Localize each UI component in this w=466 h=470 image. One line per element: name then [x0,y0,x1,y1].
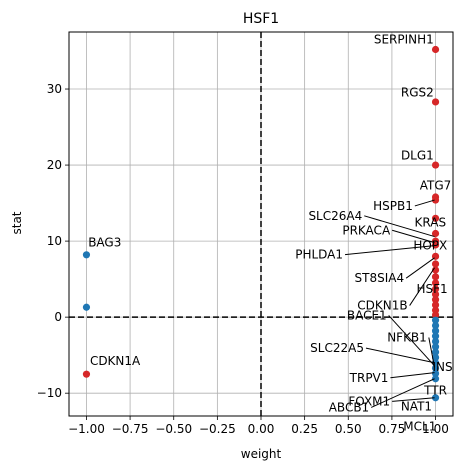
x-tick-label: 0.00 [248,422,275,436]
data-point [431,161,440,169]
annotation-arrow [390,372,435,379]
data-point [431,348,440,356]
data-point [431,321,440,330]
y-tick-label: 20 [47,158,62,172]
annotation-label: KRAS [415,216,447,230]
x-tick-label: 0.25 [291,422,318,436]
x-tick-label: 0.75 [379,422,406,436]
annotation-arrow [344,245,435,256]
annotation-arrow [405,257,435,279]
data-point [431,296,440,304]
annotation-labels: SERPINH1 RGS2 DLG1 ATG7 HSPB1 SLC26A4 KRAS PRKA… [88,32,452,433]
annotation-arrow [392,397,435,402]
data-point [431,241,440,249]
annotation-label: FOXM1 [348,394,390,408]
data-point [431,343,440,351]
x-tick-label: −0.25 [199,422,236,436]
data-point [431,290,440,298]
y-axis-ticks: −10 0 10 20 30 [37,82,69,400]
annotation-label: PHLDA1 [295,248,343,262]
annotation-label: ATG7 [420,178,452,192]
annotation-label: SERPINH1 [374,32,434,46]
annotation-label: TTR [423,384,447,398]
data-point [431,229,440,238]
data-point [431,337,440,346]
data-point [431,214,440,222]
data-point [431,279,440,287]
data-point [431,273,440,281]
data-point [431,332,440,340]
data-point [431,196,440,204]
y-tick-label: −10 [37,386,62,400]
x-axis-label: weight [241,447,282,461]
y-axis-label: stat [10,211,24,234]
annotation-label: NAT1 [401,400,432,414]
annotation-label: TRPV1 [349,371,389,385]
annotation-label: CDKN1A [90,354,141,368]
annotation-label: HSF1 [416,282,447,296]
y-tick-label: 30 [47,82,62,96]
annotation-arrow [409,267,435,306]
data-point [431,369,440,378]
annotation-arrow [371,378,435,408]
y-tick-label: 0 [54,310,62,324]
annotation-label: DLG1 [401,149,434,163]
data-points [82,45,440,402]
annotation-label: ABCB1 [329,400,369,414]
x-tick-label: 1.00 [422,422,449,436]
data-point [82,251,91,259]
annotation-label: SLC26A4 [308,209,362,223]
annotation-label: MCL1 [403,419,436,433]
reference-lines [69,32,453,416]
data-point [431,260,440,268]
data-point [82,303,91,311]
data-point [431,45,440,54]
data-point [431,316,440,324]
data-point [431,285,440,293]
x-tick-label: −0.75 [112,422,149,436]
data-point [431,353,440,362]
annotation-label: ST8SIA4 [355,271,405,285]
annotation-label: PRKACA [342,223,391,237]
data-point [431,301,440,309]
annotation-label: RGS2 [401,86,434,100]
annotation-label: HSPB1 [373,199,413,213]
x-tick-label: 0.50 [335,422,362,436]
annotation-label: SLC22A5 [310,341,364,355]
annotation-arrow [392,229,435,244]
x-tick-label: −0.50 [155,422,192,436]
annotation-label: BACE1 [347,308,387,322]
annotation-arrows [344,199,436,408]
data-point [431,98,440,106]
data-point [431,375,440,383]
data-point [431,311,440,319]
annotation-label: INS [432,360,452,374]
annotation-label: NFKB1 [387,330,427,344]
annotation-label: BAG3 [88,235,121,249]
data-point [431,394,440,402]
annotation-arrow [388,315,435,367]
y-tick-label: 10 [47,234,62,248]
data-point [82,370,91,378]
data-point [431,364,440,372]
annotation-arrow [414,199,435,207]
x-axis-ticks: −1.00 −0.75 −0.50 −0.25 0.00 0.25 0.50 0.75 1.00 [68,416,449,436]
annotation-label: HOPX [413,238,447,252]
annotation-arrow [364,215,435,238]
annotation-arrow [365,347,435,364]
x-tick-label: −1.00 [68,422,105,436]
chart-title: HSF1 [243,11,279,27]
annotation-label: CDKN1B [357,299,407,313]
data-point [431,327,440,335]
